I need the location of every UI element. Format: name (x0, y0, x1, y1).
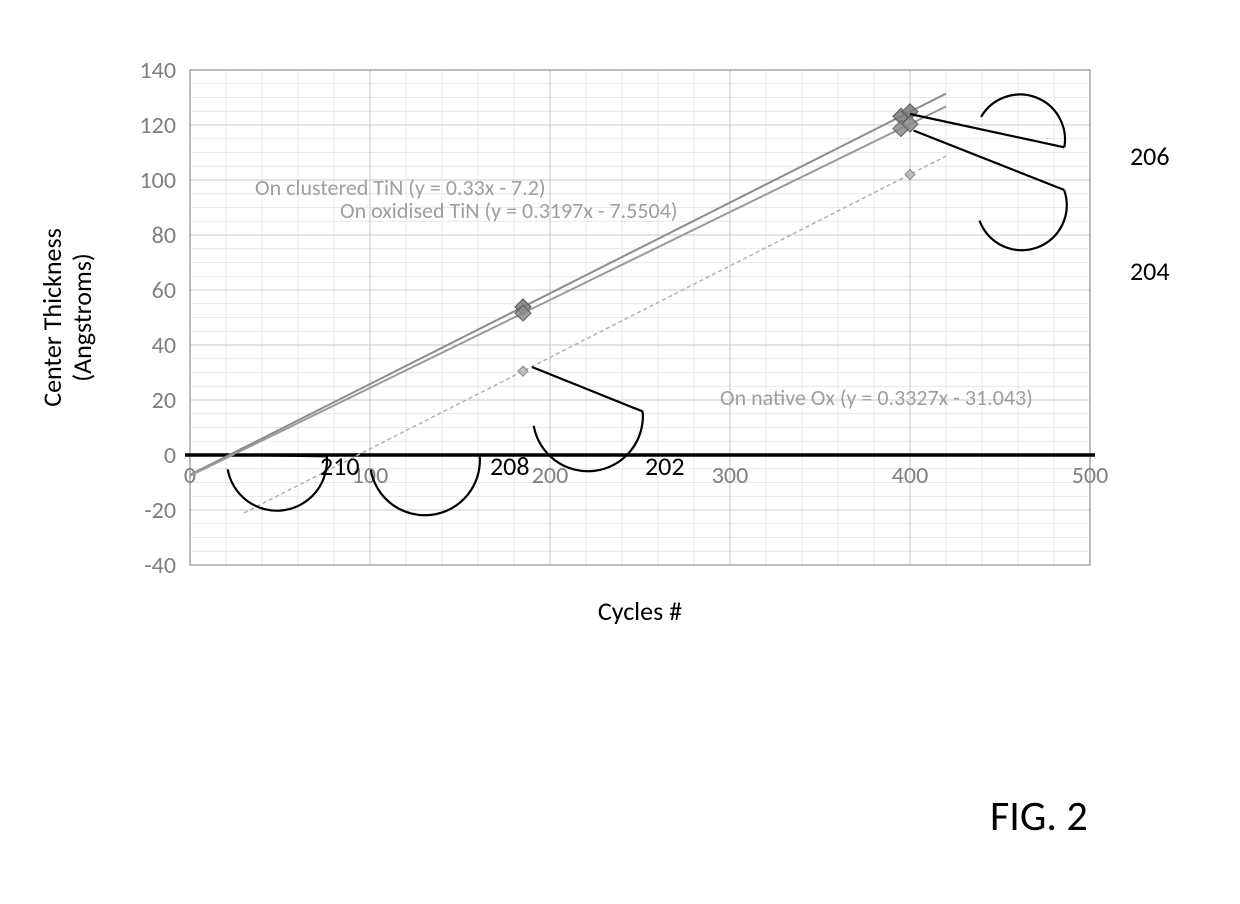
y-tick-label: 20 (152, 386, 176, 415)
y-tick-label: 40 (152, 331, 176, 360)
x-tick-label: 400 (892, 461, 929, 490)
y-tick-label: 60 (152, 276, 176, 305)
x-tick-label: 300 (712, 461, 749, 490)
y-axis-label: Center Thickness(Angstroms) (36, 228, 98, 407)
callout-label-210: 210 (320, 450, 360, 482)
callout-label-206: 206 (1130, 140, 1170, 172)
y-tick-label: 140 (140, 56, 177, 85)
y-tick-label: 80 (152, 221, 176, 250)
series-label-oxidised_tin: On oxidised TiN (y = 0.3197x - 7.5504) (340, 197, 678, 224)
linear-growth-chart: 0100200300400500-40-20020406080100120140… (0, 0, 1240, 904)
series-label-native_ox: On native Ox (y = 0.3327x - 31.043) (720, 384, 1033, 411)
y-tick-label: 0 (164, 441, 176, 470)
callout-leader-210 (235, 455, 327, 456)
x-axis-label: Cycles # (598, 595, 682, 627)
callout-label-202: 202 (645, 450, 685, 482)
y-tick-label: 120 (140, 111, 177, 140)
y-tick-label: -40 (144, 551, 176, 580)
y-tick-label: 100 (140, 166, 177, 195)
figure-caption: FIG. 2 (990, 791, 1088, 842)
x-tick-label: 500 (1072, 461, 1109, 490)
y-tick-label: -20 (144, 496, 176, 525)
callout-label-204: 204 (1130, 255, 1170, 287)
callout-label-208: 208 (490, 450, 530, 482)
